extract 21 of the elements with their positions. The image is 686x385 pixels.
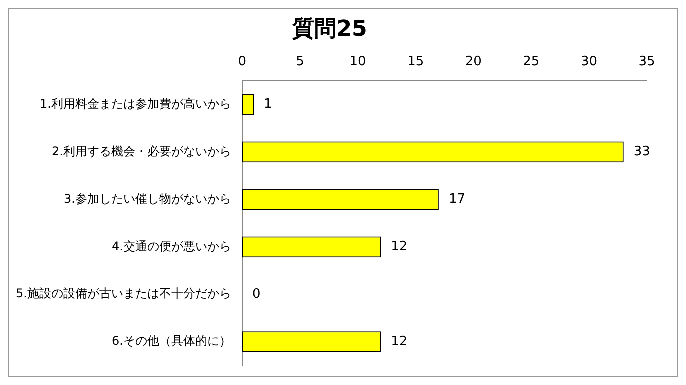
data-label: 12 [391,240,408,255]
y-tick-label: 2.利用する機会・必要がないから [52,144,232,158]
y-tick-label: 6.その他（具体的に） [112,334,232,348]
x-tick-label: 15 [408,54,424,70]
data-label: 1 [264,97,272,112]
x-tick-label: 25 [523,54,540,70]
data-label: 33 [634,144,650,160]
y-tick-label: 4.交通の便が悪いから [112,239,232,254]
data-label: 0 [252,286,261,302]
x-tick-label: 5 [296,54,304,70]
y-tick-label: 1.利用料金または参加費が高いから [40,96,232,111]
x-tick-label: 20 [465,54,482,70]
y-tick-label: 3.参加したい催し物がないから [64,192,232,206]
data-label: 17 [448,192,466,208]
x-tick-label: 30 [580,54,598,70]
x-tick-label: 35 [638,54,656,70]
data-label: 12 [391,334,408,350]
x-tick-label: 0 [238,54,247,70]
y-tick-label: 5.施設の設備が古いまたは不十分だから [16,286,232,301]
x-tick-label: 10 [350,54,366,70]
chart-title: 質問25 [292,16,368,42]
